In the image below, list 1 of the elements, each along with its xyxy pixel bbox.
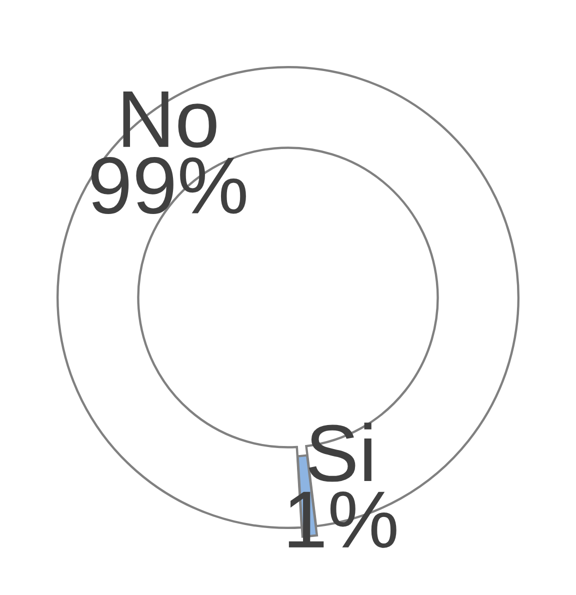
slice-label: Si bbox=[308, 422, 372, 482]
